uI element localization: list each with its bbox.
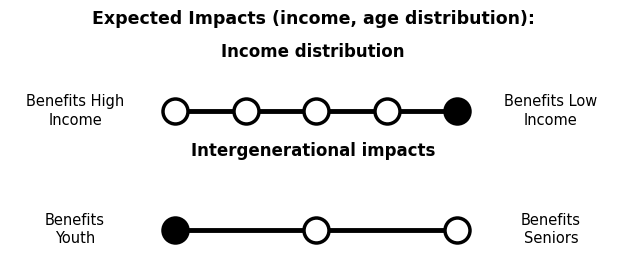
Text: Expected Impacts (income, age distribution):: Expected Impacts (income, age distributi… <box>91 10 535 28</box>
Text: Benefits
Seniors: Benefits Seniors <box>521 213 581 246</box>
Text: Benefits
Youth: Benefits Youth <box>45 213 105 246</box>
Text: Intergenerational impacts: Intergenerational impacts <box>191 143 435 160</box>
Text: Benefits High
Income: Benefits High Income <box>26 94 124 128</box>
Text: Benefits Low
Income: Benefits Low Income <box>505 94 597 128</box>
Text: Income distribution: Income distribution <box>221 43 405 61</box>
